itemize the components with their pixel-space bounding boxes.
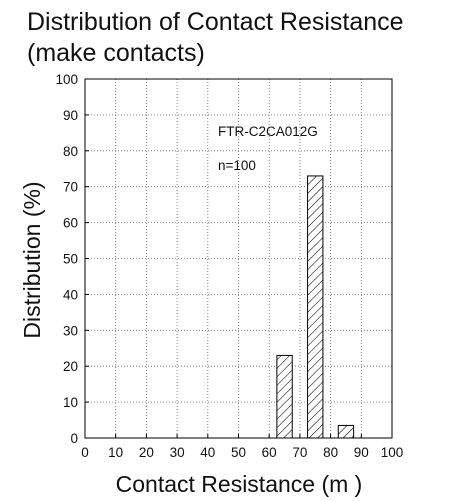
x-tick-label: 50: [231, 445, 246, 460]
y-tick-label: 50: [63, 252, 78, 267]
grid-lines: [85, 79, 392, 438]
x-tick-label: 30: [170, 445, 185, 460]
y-tick-label: 10: [63, 395, 78, 410]
y-axis-label: Distribution (%): [19, 181, 45, 338]
ticks: 0 10 20 30 40 50 60 70 80 90 100 0 10 20 30 40 50 60 70 80 9…: [55, 72, 403, 460]
x-tick-label: 90: [354, 445, 369, 460]
y-tick-label: 60: [63, 216, 78, 231]
x-tick-label: 60: [262, 445, 277, 460]
annotation-count: n=100: [218, 158, 256, 173]
x-tick-label: 20: [139, 445, 154, 460]
y-tick-label: 90: [63, 108, 78, 123]
x-tick-label: 70: [292, 445, 307, 460]
chart-title-line2: (make contacts): [27, 39, 205, 67]
bar-2: [307, 175, 324, 439]
bar-1: [276, 354, 293, 439]
bar-3: [337, 424, 355, 439]
annotation-model: FTR-C2CA012G: [218, 124, 318, 139]
x-tick-label: 10: [108, 445, 123, 460]
y-tick-label: 70: [63, 180, 78, 195]
x-tick-label: 40: [200, 445, 215, 460]
x-tick-label: 80: [323, 445, 338, 460]
y-tick-label: 100: [55, 72, 78, 87]
y-tick-label: 20: [63, 359, 78, 374]
x-axis-label: Contact Resistance (m ): [116, 471, 363, 497]
bars: [276, 175, 355, 439]
x-tick-label: 0: [81, 445, 89, 460]
y-tick-label: 80: [63, 144, 78, 159]
chart-title-line1: Distribution of Contact Resistance: [27, 8, 404, 36]
x-tick-label: 100: [381, 445, 404, 460]
y-tick-label: 0: [70, 431, 78, 446]
y-tick-label: 30: [63, 323, 78, 338]
y-tick-label: 40: [63, 287, 78, 302]
